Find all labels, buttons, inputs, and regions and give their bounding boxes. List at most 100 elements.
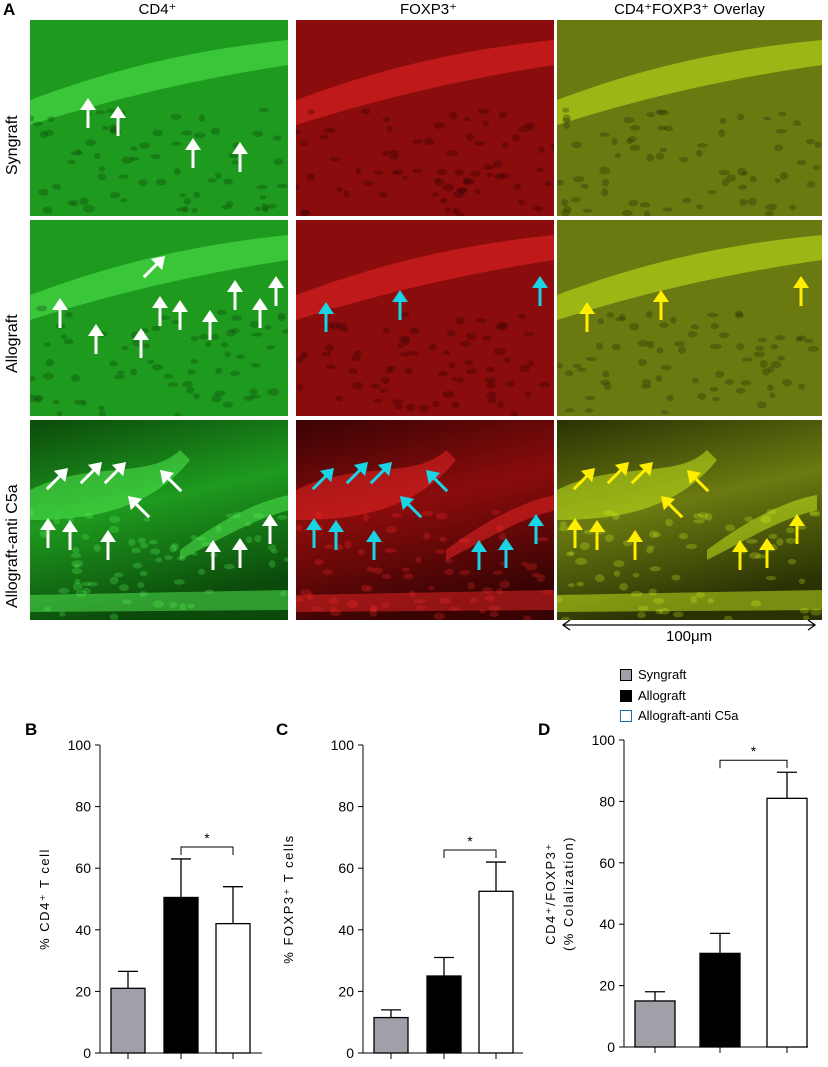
cell-nucleus <box>741 357 753 362</box>
cell-nucleus <box>129 146 138 151</box>
tissue-band <box>30 40 288 125</box>
cell-nucleus <box>186 386 195 394</box>
cell-nucleus <box>412 139 423 145</box>
cell-nucleus <box>655 152 665 160</box>
cell-nucleus <box>82 587 91 595</box>
cell-nucleus <box>735 387 746 394</box>
cell-nucleus <box>611 343 621 351</box>
cell-nucleus <box>381 574 392 580</box>
arrow-marker <box>759 538 775 568</box>
cell-nucleus <box>72 546 80 554</box>
cell-nucleus <box>113 572 124 578</box>
y-tick-label: 60 <box>75 860 91 876</box>
cell-nucleus <box>753 351 765 358</box>
cell-nucleus <box>434 177 441 183</box>
cell-nucleus <box>85 139 97 146</box>
cell-nucleus <box>637 611 646 619</box>
cell-nucleus <box>72 582 83 591</box>
cell-nucleus <box>756 401 767 409</box>
cell-nucleus <box>173 579 185 585</box>
cell-nucleus <box>171 542 179 551</box>
cell-nucleus <box>330 156 341 162</box>
arrow-marker <box>789 514 805 544</box>
arrow-marker <box>532 276 548 306</box>
cell-nucleus <box>777 355 786 361</box>
cell-nucleus <box>71 199 79 207</box>
cell-nucleus <box>584 395 596 401</box>
cell-nucleus <box>196 536 207 541</box>
cell-nucleus <box>99 410 106 416</box>
arrow-marker <box>606 462 629 485</box>
cell-nucleus <box>812 164 821 171</box>
cell-nucleus <box>344 540 352 549</box>
cell-nucleus <box>382 328 391 334</box>
cell-nucleus <box>445 558 453 564</box>
cell-nucleus <box>30 394 37 402</box>
cell-nucleus <box>108 525 120 534</box>
cell-nucleus <box>479 609 486 614</box>
cell-nucleus <box>510 410 518 416</box>
cell-nucleus <box>737 167 747 176</box>
cell-nucleus <box>63 338 74 345</box>
cell-nucleus <box>277 315 286 322</box>
tissue-background <box>296 420 554 620</box>
arrow-marker <box>205 540 221 570</box>
cell-nucleus <box>155 557 163 563</box>
arrow-marker <box>152 296 168 326</box>
cell-nucleus <box>496 524 505 533</box>
micrograph-tile <box>30 220 288 416</box>
cell-nucleus <box>296 524 303 532</box>
cell-nucleus <box>604 534 614 542</box>
cell-nucleus <box>810 608 822 616</box>
cell-nucleus <box>560 209 570 216</box>
cell-nucleus <box>798 383 805 390</box>
cell-nucleus <box>235 354 246 359</box>
arrow-marker <box>268 276 284 306</box>
arrow-marker <box>232 142 248 172</box>
cell-nucleus <box>321 351 332 357</box>
cell-nucleus <box>513 183 522 190</box>
cell-nucleus <box>678 346 687 354</box>
cell-nucleus <box>229 328 240 334</box>
cell-nucleus <box>603 382 612 391</box>
cell-nucleus <box>132 562 143 569</box>
bar <box>699 952 741 1048</box>
cell-nucleus <box>269 560 276 568</box>
cell-nucleus <box>152 600 165 608</box>
cell-nucleus <box>67 516 74 523</box>
cell-nucleus <box>497 172 510 179</box>
cell-nucleus <box>283 557 288 562</box>
cell-nucleus <box>43 342 51 347</box>
cell-nucleus <box>690 324 699 330</box>
tissue-background <box>557 220 822 416</box>
panel-label-b: B <box>25 720 38 739</box>
cell-nucleus <box>391 170 399 175</box>
panel-label-c: C <box>276 720 289 739</box>
cell-nucleus <box>152 129 163 137</box>
cell-nucleus <box>226 329 237 337</box>
cell-nucleus <box>336 322 348 330</box>
cell-nucleus <box>682 197 692 204</box>
arrow-marker <box>306 518 322 548</box>
cell-nucleus <box>44 129 54 137</box>
cell-nucleus <box>373 398 383 403</box>
cell-nucleus <box>34 394 44 402</box>
cell-nucleus <box>659 147 667 153</box>
cell-nucleus <box>110 191 121 199</box>
cell-nucleus <box>570 196 581 203</box>
cell-nucleus <box>628 199 639 207</box>
cell-nucleus <box>649 566 661 572</box>
cell-nucleus <box>762 116 772 121</box>
cell-nucleus <box>225 200 234 207</box>
cell-nucleus <box>448 361 456 369</box>
cell-nucleus <box>725 524 736 532</box>
cell-nucleus <box>557 596 563 603</box>
cell-nucleus <box>296 356 304 364</box>
cell-nucleus <box>559 521 567 527</box>
cell-nucleus <box>568 551 575 556</box>
cell-nucleus <box>329 322 341 330</box>
cell-nucleus <box>84 513 94 519</box>
cell-nucleus <box>562 114 571 122</box>
cell-nucleus <box>629 144 641 151</box>
cell-nucleus <box>770 344 779 350</box>
